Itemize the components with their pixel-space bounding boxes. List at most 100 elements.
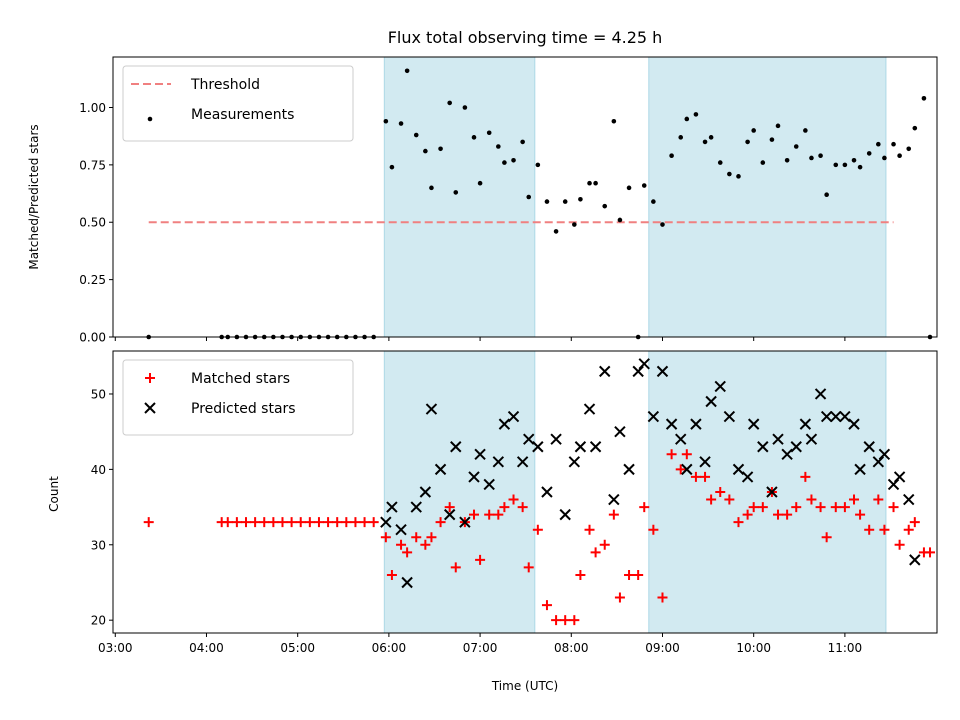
measurement-point xyxy=(897,153,902,158)
matched-stars-point xyxy=(584,524,595,535)
measurement-point xyxy=(717,160,723,165)
matched-stars-point xyxy=(444,502,455,513)
matched-stars-point xyxy=(830,502,841,513)
predicted-stars-point xyxy=(614,425,626,438)
matched-stars-point xyxy=(250,517,261,528)
legend-predicted-swatch xyxy=(144,402,156,414)
top-y-axis-label: Matched/Predicted stars xyxy=(27,124,41,269)
matched-stars-point xyxy=(295,517,306,528)
measurement-point xyxy=(389,164,395,170)
y-tick-label: 50 xyxy=(91,387,106,401)
measurement-point xyxy=(708,135,714,140)
predicted-stars-point xyxy=(839,410,851,423)
matched-stars-point xyxy=(277,517,288,528)
predicted-stars-point xyxy=(401,576,413,589)
bottom-y-axis-label: Count xyxy=(47,476,61,512)
predicted-stars-point xyxy=(887,478,900,491)
predicted-stars-point xyxy=(632,365,644,378)
matched-stars-point xyxy=(849,494,860,505)
predicted-stars-point xyxy=(568,456,581,468)
matched-stars-point xyxy=(894,539,905,550)
measurement-point xyxy=(921,96,927,101)
predicted-stars-point xyxy=(468,471,480,483)
matched-stars-point xyxy=(304,517,315,528)
predicted-stars-point xyxy=(507,410,520,423)
x-tick-label: 03:00 xyxy=(98,641,133,655)
y-tick-label: 0.00 xyxy=(79,331,106,345)
matched-stars-point xyxy=(873,494,884,505)
matched-stars-point xyxy=(569,615,580,626)
predicted-stars-point xyxy=(559,508,571,521)
matched-stars-point xyxy=(821,532,832,543)
matched-stars-point xyxy=(493,509,504,520)
measurement-point xyxy=(398,121,404,126)
measurement-point xyxy=(611,118,617,124)
predicted-stars-point xyxy=(872,456,885,468)
matched-stars-point xyxy=(742,509,753,520)
matched-stars-point xyxy=(222,517,233,528)
matched-stars-point xyxy=(925,547,936,558)
measurement-point xyxy=(678,135,684,140)
measurement-point xyxy=(404,68,410,74)
matched-stars-point xyxy=(599,539,610,550)
measurement-point xyxy=(651,199,656,204)
measurement-point xyxy=(578,196,583,202)
matched-stars-point xyxy=(313,517,324,528)
predicted-stars-point xyxy=(878,448,891,461)
matched-stars-point xyxy=(675,464,686,475)
measurement-point xyxy=(842,162,848,168)
legend-label: Measurements xyxy=(191,107,294,123)
matched-stars-point xyxy=(420,539,431,550)
measurement-point xyxy=(684,116,690,122)
measurement-point xyxy=(693,112,699,117)
matched-stars-point xyxy=(657,592,668,603)
predicted-stars-point xyxy=(699,456,711,468)
matched-stars-point xyxy=(268,517,279,528)
measurement-point xyxy=(486,130,492,136)
matched-stars-point xyxy=(411,532,422,543)
matched-stars-point xyxy=(380,532,391,543)
matched-stars-point xyxy=(426,532,437,543)
legend-label: Predicted stars xyxy=(191,401,296,417)
y-tick-label: 30 xyxy=(91,538,106,552)
measurement-point xyxy=(502,160,507,165)
matched-stars-point xyxy=(614,592,625,603)
matched-stars-point xyxy=(815,502,826,513)
predicted-stars-point xyxy=(772,433,784,445)
measurement-point xyxy=(751,128,756,133)
predicted-stars-point xyxy=(741,471,754,483)
y-tick-label: 20 xyxy=(91,614,106,628)
measurement-point xyxy=(511,157,516,163)
predicted-stars-point xyxy=(854,463,866,476)
x-tick-label: 06:00 xyxy=(372,641,407,655)
predicted-stars-point xyxy=(690,418,702,430)
predicted-stars-point xyxy=(523,433,535,445)
predicted-stars-point xyxy=(820,410,833,423)
chart-title: Flux total observing time = 4.25 h xyxy=(388,28,663,47)
matched-stars-point xyxy=(359,517,370,528)
measurement-point xyxy=(851,157,857,163)
measurement-point xyxy=(784,157,790,163)
measurement-point xyxy=(641,183,647,188)
matched-stars-point xyxy=(864,524,875,535)
predicted-stars-point xyxy=(450,441,462,453)
measurement-point xyxy=(413,132,419,138)
predicted-stars-point xyxy=(830,410,842,423)
matched-stars-point xyxy=(231,517,242,528)
matched-stars-point xyxy=(323,517,334,528)
matched-stars-point xyxy=(903,524,914,535)
measurement-point xyxy=(553,229,559,234)
matched-stars-point xyxy=(241,517,252,528)
predicted-stars-point xyxy=(623,463,635,476)
matched-stars-point xyxy=(681,449,692,460)
measurement-point xyxy=(438,146,443,152)
shaded-interval xyxy=(383,350,536,634)
matched-stars-point xyxy=(286,517,297,528)
predicted-stars-point xyxy=(532,441,544,453)
matched-stars-point xyxy=(386,569,397,580)
matched-stars-point xyxy=(624,569,635,580)
predicted-stars-point xyxy=(498,418,511,430)
predicted-stars-point xyxy=(638,358,650,370)
predicted-stars-point xyxy=(589,441,602,453)
y-tick-label: 0.25 xyxy=(79,273,106,287)
